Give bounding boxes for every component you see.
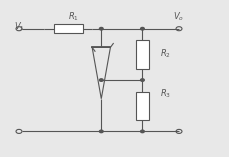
Circle shape: [140, 27, 144, 30]
Text: $R_1$: $R_1$: [68, 10, 79, 22]
Circle shape: [99, 27, 103, 30]
Bar: [136, 40, 148, 68]
Circle shape: [99, 79, 103, 81]
Circle shape: [99, 130, 103, 133]
Text: $R_2$: $R_2$: [159, 47, 170, 60]
Bar: [54, 24, 82, 33]
Text: $V_o$: $V_o$: [173, 10, 184, 22]
Text: $V_1$: $V_1$: [14, 20, 24, 33]
Bar: [136, 92, 148, 120]
Circle shape: [140, 79, 144, 81]
Circle shape: [140, 130, 144, 133]
Text: $R_3$: $R_3$: [159, 88, 170, 100]
